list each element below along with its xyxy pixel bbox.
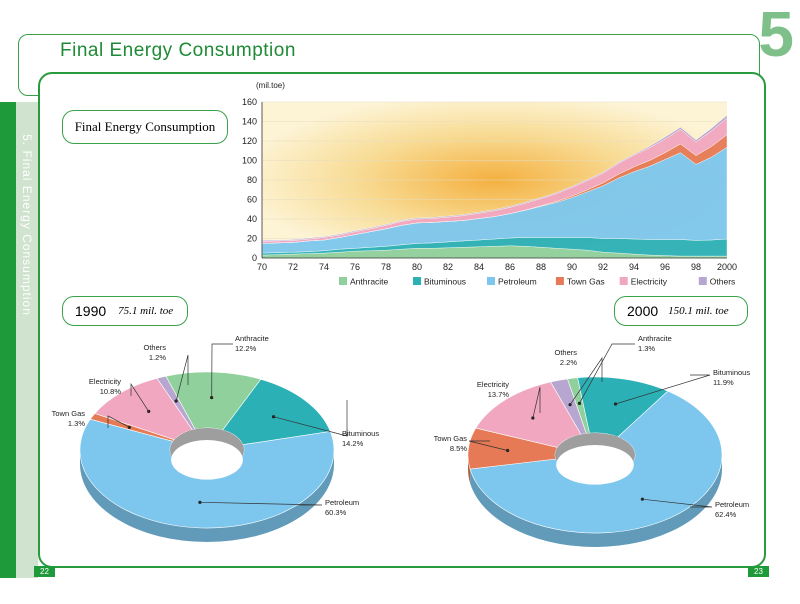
leader-line	[107, 415, 130, 428]
x-tick-label: 80	[412, 262, 422, 272]
pie-1990-total: 75.1 mil. toe	[118, 305, 174, 317]
y-tick-label: 120	[242, 136, 257, 146]
legend-label: Bituminous	[424, 277, 466, 287]
leader-line	[615, 374, 711, 405]
x-tick-label: 94	[629, 262, 639, 272]
slice-name-label: Petroleum	[325, 498, 359, 507]
leader-line	[642, 498, 713, 508]
slice-value-label: 10.8%	[100, 387, 122, 396]
leader-line	[468, 440, 508, 451]
leader-line	[532, 386, 541, 419]
slice-value-label: 11.9%	[713, 378, 734, 387]
slice-value-label: 62.4%	[715, 510, 737, 519]
y-tick-label: 0	[252, 253, 257, 263]
legend-label: Petroleum	[498, 277, 537, 287]
side-tab	[0, 102, 16, 578]
leader-line	[175, 354, 189, 402]
legend-swatch	[698, 277, 707, 285]
x-tick-label: 92	[598, 262, 608, 272]
leader-line	[211, 343, 233, 398]
side-band	[16, 102, 38, 578]
x-tick-label: 84	[474, 262, 484, 272]
slice-value-label: 12.2%	[235, 344, 257, 353]
pie-2000-year: 2000	[627, 303, 659, 319]
pie-1990-year: 1990	[75, 303, 107, 319]
section-number: 5	[758, 0, 794, 70]
slice-value-label: 14.2%	[342, 439, 364, 448]
y-tick-label: 40	[247, 214, 257, 224]
page-number-right: 23	[748, 566, 769, 577]
legend-label: Town Gas	[567, 277, 605, 287]
donut-side	[470, 455, 722, 547]
slice-name-label: Petroleum	[715, 500, 749, 509]
y-tick-label: 140	[242, 117, 257, 127]
legend-swatch	[487, 277, 495, 285]
x-tick-label: 70	[257, 262, 267, 272]
slice-name-label: Electricity	[89, 377, 121, 386]
y-axis-unit: (mil.toe)	[256, 81, 285, 90]
y-tick-label: 100	[242, 156, 257, 166]
leader-line	[199, 501, 323, 506]
slice-name-label: Electricity	[477, 380, 509, 389]
y-tick-label: 160	[242, 97, 257, 107]
donut-hole	[171, 440, 243, 480]
slice-name-label: Town Gas	[52, 409, 86, 418]
area-others	[261, 114, 728, 242]
leader-line	[130, 382, 149, 412]
x-tick-label: 96	[660, 262, 670, 272]
legend-label: Others	[710, 277, 736, 287]
area-chart-label-text: Final Energy Consumption	[74, 119, 216, 134]
page-number-left: 22	[34, 566, 55, 577]
slice-value-label: 60.3%	[325, 508, 347, 517]
x-tick-label: 76	[350, 262, 360, 272]
slice-value-label: 1.3%	[68, 419, 85, 428]
leader-dot	[506, 448, 510, 453]
x-tick-label: 98	[691, 262, 701, 272]
slice-value-label: 2.2%	[560, 358, 577, 367]
slice-value-label: 1.2%	[149, 353, 166, 362]
pie-2000-total: 150.1 mil. toe	[668, 305, 729, 317]
x-tick-label: 72	[288, 262, 298, 272]
leader-line	[569, 356, 603, 405]
slice-name-label: Bituminous	[713, 368, 750, 377]
slice-name-label: Town Gas	[434, 434, 468, 443]
x-tick-label: 88	[536, 262, 546, 272]
y-tick-label: 80	[247, 175, 257, 185]
slice-value-label: 13.7%	[488, 390, 510, 399]
slice-value-label: 8.5%	[450, 444, 467, 453]
x-tick-label: 86	[505, 262, 515, 272]
pie-2000-label: 2000 150.1 mil. toe	[614, 296, 748, 326]
slice-name-label: Bituminous	[342, 429, 379, 438]
legend-label: Electricity	[631, 277, 668, 287]
area-chart-label: Final Energy Consumption	[62, 110, 228, 144]
page-title: Final Energy Consumption	[60, 40, 296, 61]
legend-label: Anthracite	[350, 277, 389, 287]
slice-name-label: Others	[143, 343, 166, 352]
leader-line	[579, 343, 635, 404]
leader-line	[273, 400, 348, 437]
slice-name-label: Others	[554, 348, 577, 357]
y-tick-label: 60	[247, 195, 257, 205]
pie-1990-label: 1990 75.1 mil. toe	[62, 296, 188, 326]
x-tick-label: 78	[381, 262, 391, 272]
legend-swatch	[339, 277, 347, 285]
leader-dot	[640, 497, 644, 501]
leader-dot	[577, 401, 582, 405]
legend-swatch	[413, 277, 421, 285]
donut-side	[468, 455, 471, 484]
legend-swatch	[619, 277, 628, 285]
x-tick-label: 82	[443, 262, 453, 272]
slice-name-label: Anthracite	[638, 334, 672, 343]
x-tick-label: 2000	[717, 262, 737, 272]
slice-value-label: 1.3%	[638, 344, 655, 353]
x-tick-label: 90	[567, 262, 577, 272]
legend-swatch	[555, 277, 564, 285]
x-tick-label: 74	[319, 262, 329, 272]
donut-hole	[556, 445, 634, 485]
slice-name-label: Anthracite	[235, 334, 269, 343]
y-tick-label: 20	[247, 234, 257, 244]
donut-side	[80, 450, 334, 542]
